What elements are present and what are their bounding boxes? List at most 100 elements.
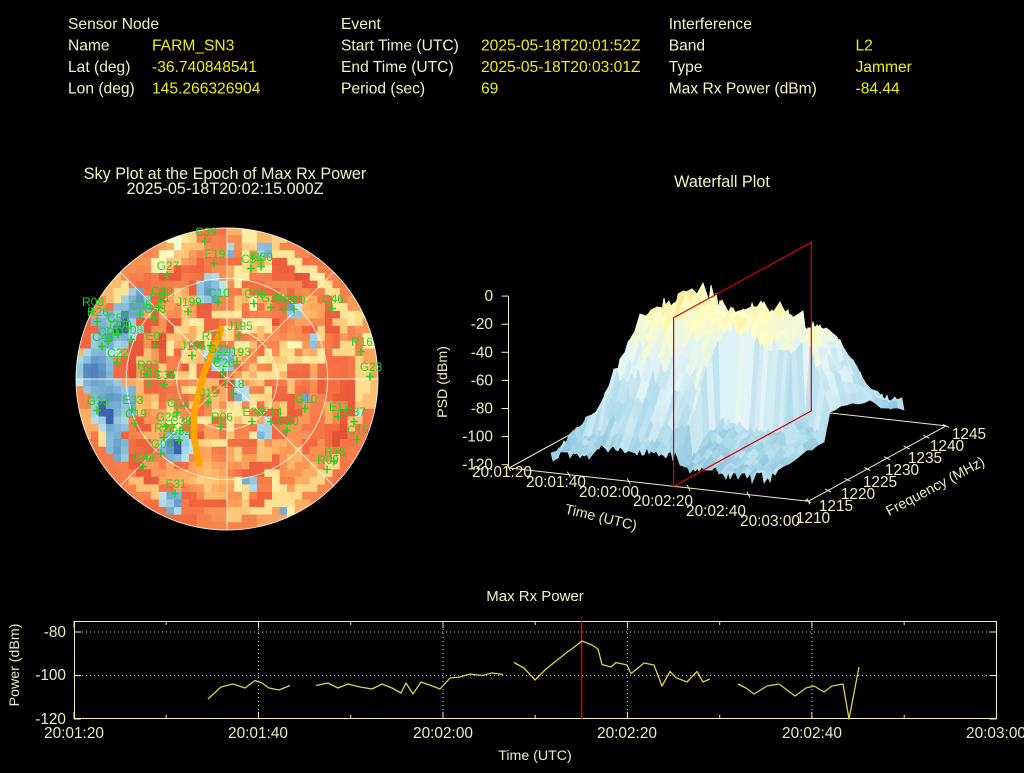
- svg-text:C39: C39: [195, 225, 217, 239]
- svg-text:L2: L2: [856, 38, 873, 55]
- svg-text:R16: R16: [351, 335, 373, 349]
- svg-text:-120: -120: [35, 711, 66, 728]
- svg-text:E36: E36: [243, 405, 264, 419]
- svg-text:Start Time (UTC): Start Time (UTC): [341, 38, 459, 55]
- svg-text:C54: C54: [241, 252, 263, 266]
- svg-text:C06: C06: [244, 287, 266, 301]
- svg-text:Event: Event: [341, 16, 382, 33]
- svg-text:-20: -20: [471, 316, 493, 333]
- svg-text:C56: C56: [107, 311, 129, 325]
- svg-text:R08: R08: [82, 295, 104, 309]
- svg-text:0: 0: [484, 288, 493, 305]
- svg-text:Time (UTC): Time (UTC): [498, 748, 572, 764]
- svg-text:-40: -40: [471, 344, 493, 361]
- svg-text:145.266326904: 145.266326904: [152, 81, 261, 98]
- svg-text:E19: E19: [205, 247, 226, 261]
- svg-text:-100: -100: [35, 667, 66, 684]
- svg-text:C38: C38: [170, 414, 192, 428]
- svg-text:G01: G01: [151, 437, 173, 451]
- svg-text:End Time (UTC): End Time (UTC): [341, 59, 454, 76]
- svg-text:C44: C44: [133, 450, 155, 464]
- svg-text:Lat (deg): Lat (deg): [68, 59, 130, 76]
- svg-text:2025-05-18T20:02:15.000Z: 2025-05-18T20:02:15.000Z: [126, 180, 323, 198]
- svg-text:1230: 1230: [885, 462, 919, 479]
- svg-text:E11: E11: [329, 400, 349, 414]
- svg-text:Waterfall Plot: Waterfall Plot: [674, 173, 770, 191]
- svg-text:E01: E01: [146, 329, 167, 343]
- svg-text:J196: J196: [180, 339, 206, 353]
- svg-text:Sensor Node: Sensor Node: [68, 16, 159, 33]
- svg-text:R07: R07: [137, 358, 159, 372]
- svg-text:G03: G03: [144, 302, 167, 316]
- svg-text:Type: Type: [669, 59, 703, 76]
- svg-text:C46: C46: [322, 292, 344, 306]
- svg-text:C35: C35: [154, 368, 176, 382]
- svg-text:Period (sec): Period (sec): [341, 81, 425, 98]
- svg-text:G29: G29: [261, 291, 283, 305]
- svg-text:-80: -80: [44, 624, 66, 641]
- svg-text:G27: G27: [157, 259, 179, 273]
- svg-text:Interference: Interference: [669, 16, 752, 33]
- svg-text:1215: 1215: [819, 498, 853, 515]
- svg-text:1210: 1210: [796, 510, 830, 527]
- svg-text:20:01:40: 20:01:40: [526, 474, 586, 491]
- svg-text:R30: R30: [251, 250, 273, 264]
- svg-text:PSD (dBm): PSD (dBm): [435, 346, 451, 418]
- svg-text:-80: -80: [471, 401, 493, 418]
- svg-text:G02: G02: [167, 396, 189, 410]
- svg-text:1240: 1240: [930, 438, 964, 455]
- svg-text:20:02:20: 20:02:20: [597, 725, 657, 742]
- svg-text:Max Rx Power (dBm): Max Rx Power (dBm): [669, 81, 817, 98]
- svg-text:20:02:00: 20:02:00: [579, 484, 639, 501]
- svg-text:2025-05-18T20:01:52Z: 2025-05-18T20:01:52Z: [481, 38, 641, 55]
- svg-text:-120: -120: [462, 457, 493, 474]
- svg-text:C01: C01: [98, 325, 120, 339]
- svg-text:-36.740848541: -36.740848541: [152, 59, 257, 76]
- svg-text:R06: R06: [211, 410, 233, 424]
- svg-text:R22: R22: [154, 421, 176, 435]
- svg-text:E14: E14: [262, 405, 283, 419]
- svg-text:E18: E18: [224, 377, 245, 391]
- svg-text:-100: -100: [462, 429, 493, 446]
- svg-text:C10: C10: [208, 286, 230, 300]
- svg-text:J199: J199: [176, 295, 202, 309]
- svg-text:G08: G08: [121, 323, 144, 337]
- svg-text:Sky Plot at the Epoch of Max R: Sky Plot at the Epoch of Max Rx Power: [84, 165, 367, 183]
- svg-text:20:01:20: 20:01:20: [472, 464, 532, 481]
- svg-text:R15: R15: [324, 445, 346, 459]
- svg-text:E20: E20: [285, 293, 306, 307]
- svg-text:20:02:00: 20:02:00: [413, 725, 473, 742]
- svg-text:20:02:20: 20:02:20: [633, 493, 693, 510]
- svg-text:E21: E21: [150, 291, 171, 305]
- svg-text:69: 69: [481, 81, 498, 98]
- svg-text:20:02:40: 20:02:40: [782, 725, 842, 742]
- svg-text:Power (dBm): Power (dBm): [7, 624, 23, 707]
- svg-text:Name: Name: [68, 38, 110, 55]
- svg-text:R09: R09: [317, 453, 339, 467]
- svg-text:Max Rx Power: Max Rx Power: [486, 588, 584, 605]
- svg-text:E31: E31: [166, 477, 187, 491]
- svg-text:20:01:20: 20:01:20: [44, 725, 104, 742]
- svg-text:G25: G25: [156, 410, 179, 424]
- svg-text:Band: Band: [669, 38, 705, 55]
- svg-text:C37: C37: [344, 405, 366, 419]
- svg-text:G33: G33: [87, 394, 110, 408]
- svg-text:20:01:40: 20:01:40: [228, 725, 288, 742]
- svg-text:1245: 1245: [952, 426, 986, 443]
- svg-text:J193: J193: [225, 345, 251, 359]
- svg-text:G23: G23: [360, 360, 383, 374]
- svg-text:20:02:40: 20:02:40: [686, 503, 746, 520]
- svg-text:C22: C22: [107, 346, 129, 360]
- svg-text:E33: E33: [123, 393, 144, 407]
- svg-text:-60: -60: [471, 372, 493, 389]
- svg-text:J300: J300: [106, 318, 132, 332]
- svg-text:1235: 1235: [908, 450, 942, 467]
- svg-text:J195: J195: [227, 319, 253, 333]
- svg-text:20:03:00: 20:03:00: [740, 513, 800, 530]
- svg-text:G28: G28: [274, 293, 297, 307]
- svg-text:1220: 1220: [841, 486, 875, 503]
- svg-text:J19: J19: [199, 386, 218, 400]
- svg-text:FARM_SN3: FARM_SN3: [152, 38, 234, 55]
- svg-text:C20: C20: [277, 414, 299, 428]
- svg-text:Lon (deg): Lon (deg): [68, 81, 135, 98]
